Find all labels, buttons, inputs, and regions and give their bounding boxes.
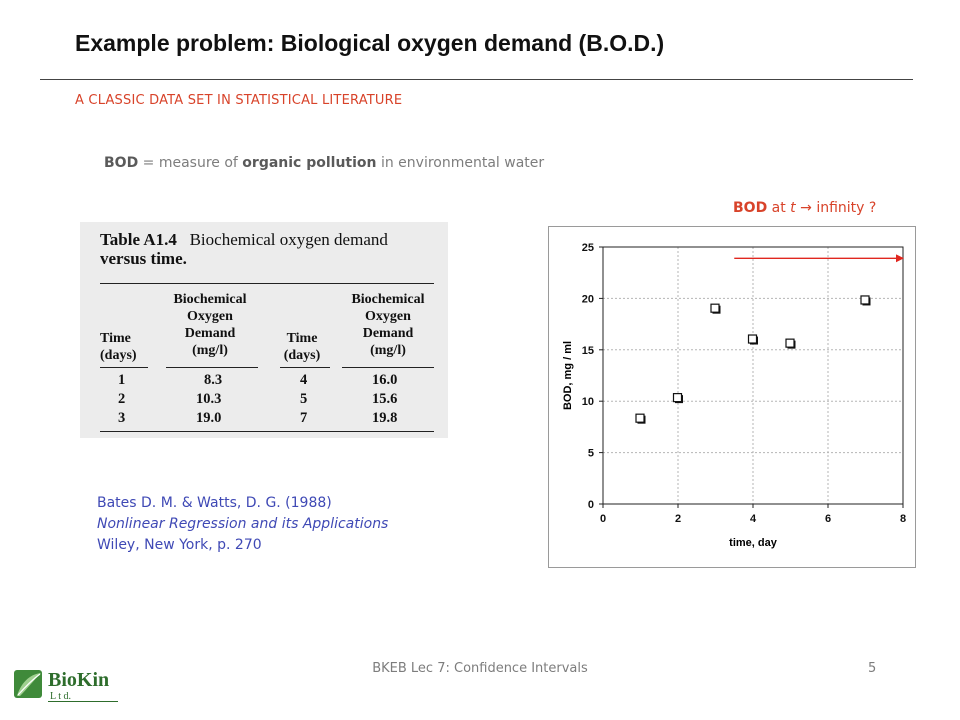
table-header-rule-4 <box>342 367 434 368</box>
leaf-icon <box>14 670 42 698</box>
header-bod-1-l3: Demand <box>184 326 236 341</box>
data-point <box>672 393 683 404</box>
cell-bod: 15.6 <box>372 391 398 407</box>
table-caption-text1: Biochemical oxygen demand <box>189 230 388 249</box>
header-bod-1-l2: Oxygen <box>187 309 233 324</box>
cell-time: 3 <box>118 410 126 426</box>
data-point <box>785 338 796 349</box>
data-point <box>747 334 758 345</box>
cell-time: 5 <box>300 391 308 407</box>
data-table-image: Table A1.4 Biochemical oxygen demand ver… <box>80 222 448 438</box>
header-bod-2-l3: Demand <box>362 326 414 341</box>
x-tick-label: 8 <box>900 513 906 525</box>
table-header-rule-2 <box>166 367 258 368</box>
title-divider <box>40 79 913 80</box>
arrow-right-icon: → <box>795 200 817 216</box>
bod-question-text2: infinity ? <box>816 200 877 216</box>
page-title: Example problem: Biological oxygen deman… <box>75 30 665 56</box>
y-tick-label: 5 <box>588 448 594 460</box>
y-tick-label: 25 <box>582 242 594 254</box>
table-header-rule-3 <box>280 367 330 368</box>
x-axis-label: time, day <box>729 537 778 549</box>
y-axis-label: BOD, mg / ml <box>562 341 574 410</box>
bod-question: BOD at t → infinity ? <box>733 200 876 216</box>
header-bod-2-l4: (mg/l) <box>370 343 406 358</box>
data-point <box>635 413 646 424</box>
header-bod-1: Biochemical Oxygen Demand (mg/l) <box>160 291 260 359</box>
cell-bod: 8.3 <box>204 372 223 388</box>
bod-question-text1: at <box>767 200 791 216</box>
bod-definition: BOD = measure of organic pollution in en… <box>104 155 544 171</box>
logo-sub: L t d. <box>50 691 72 702</box>
header-time-2-l2: (days) <box>283 348 321 363</box>
cell-bod: 19.8 <box>372 410 398 426</box>
slide-subtitle: A CLASSIC DATA SET IN STATISTICAL LITERA… <box>75 93 403 108</box>
bod-scatter-plot: 0 2 4 6 8 0 5 10 15 20 25 time, day BOD, mg / ml <box>562 242 906 549</box>
x-tick-label: 4 <box>750 513 757 525</box>
header-time-1: Time (days) <box>100 330 150 364</box>
header-bod-2-l2: Oxygen <box>365 309 411 324</box>
table-caption-text2: versus time. <box>100 249 187 268</box>
cell-bod: 10.3 <box>196 391 222 407</box>
y-tick-label: 10 <box>582 396 594 408</box>
biokin-logo: BioKin L t d. <box>12 668 124 704</box>
y-tick-label: 0 <box>588 499 594 511</box>
x-tick-label: 2 <box>675 513 681 525</box>
cell-time: 2 <box>118 391 126 407</box>
table-top-rule <box>100 283 434 284</box>
header-time-1-l1: Time <box>100 331 131 346</box>
header-time-2: Time (days) <box>276 330 328 364</box>
reference-book-title: Nonlinear Regression and its Application… <box>97 516 389 532</box>
y-tick-label: 15 <box>582 345 594 357</box>
header-time-2-l1: Time <box>286 331 318 346</box>
logo-name: BioKin <box>48 669 110 691</box>
bod-question-var: t <box>790 200 796 216</box>
cell-bod: 16.0 <box>372 372 398 388</box>
table-bottom-rule <box>100 431 434 432</box>
reference-citation: Bates D. M. & Watts, D. G. (1988) Nonlin… <box>97 493 388 556</box>
footer-text: BKEB Lec 7: Confidence Intervals <box>372 661 588 676</box>
bod-term: BOD <box>104 155 139 171</box>
bod-def-text1: = measure of <box>138 155 243 171</box>
table-caption-label: Table A1.4 <box>100 230 177 249</box>
logo-underline <box>48 701 118 702</box>
data-point <box>710 303 721 314</box>
bod-def-text2: in environmental water <box>376 155 545 171</box>
header-bod-1-l1: Biochemical <box>173 292 247 307</box>
header-time-1-l2: (days) <box>100 348 137 363</box>
reference-publisher: Wiley, New York, p. 270 <box>97 537 262 553</box>
table-header-rule-1 <box>100 367 148 368</box>
cell-time: 7 <box>300 410 308 426</box>
bod-term2: organic pollution <box>242 155 377 171</box>
y-tick-label: 20 <box>582 293 594 305</box>
cell-bod: 19.0 <box>196 410 222 426</box>
page-number: 5 <box>868 661 877 676</box>
header-bod-2: Biochemical Oxygen Demand (mg/l) <box>338 291 438 359</box>
data-point <box>860 295 871 306</box>
table-caption: Table A1.4 Biochemical oxygen demand ver… <box>100 230 388 268</box>
header-bod-2-l1: Biochemical <box>351 292 425 307</box>
bod-chart: 0 2 4 6 8 0 5 10 15 20 25 time, day BOD, mg / ml <box>548 226 916 568</box>
x-tick-label: 6 <box>825 513 831 525</box>
cell-time: 1 <box>118 372 126 388</box>
bod-question-term: BOD <box>733 200 768 216</box>
cell-time: 4 <box>300 372 308 388</box>
header-bod-1-l4: (mg/l) <box>192 343 228 358</box>
reference-authors: Bates D. M. & Watts, D. G. (1988) <box>97 495 332 511</box>
x-tick-label: 0 <box>600 513 606 525</box>
